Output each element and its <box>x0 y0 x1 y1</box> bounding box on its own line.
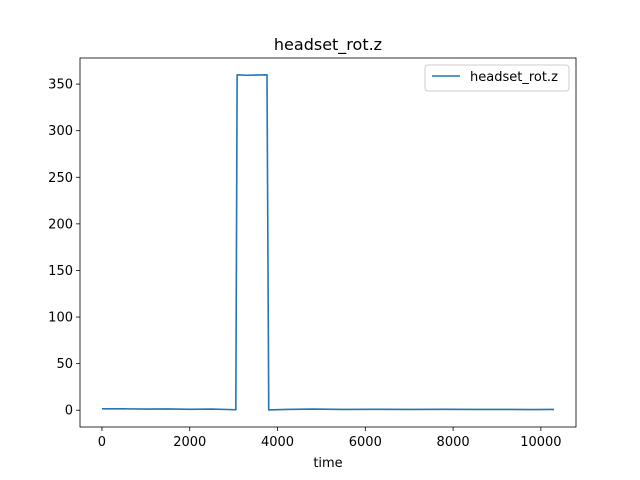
x-tick-label: 8000 <box>437 435 470 450</box>
y-tick-label: 100 <box>48 311 73 326</box>
x-axis-label: time <box>313 456 342 471</box>
x-tick-label: 10000 <box>520 435 561 450</box>
y-tick-label: 300 <box>48 124 73 139</box>
x-tick-label: 6000 <box>349 435 382 450</box>
legend-entry-label: headset_rot.z <box>470 70 558 85</box>
series-line-headset-rot-z <box>101 73 555 411</box>
y-tick-label: 150 <box>48 264 73 279</box>
legend-box <box>424 64 570 92</box>
chart-title: headset_rot.z <box>274 35 382 55</box>
y-axis: 0 50 100 150 200 250 300 350 <box>48 78 80 419</box>
y-tick-label: 200 <box>48 217 73 232</box>
plot-area <box>101 73 555 411</box>
y-tick-label: 250 <box>48 171 73 186</box>
x-tick-label: 4000 <box>261 435 294 450</box>
x-tick-label: 0 <box>98 435 106 450</box>
legend: headset_rot.z <box>424 64 570 92</box>
y-tick-label: 350 <box>48 78 73 93</box>
y-tick-label: 50 <box>56 357 73 372</box>
axes-frame <box>79 57 577 428</box>
x-tick-label: 2000 <box>173 435 206 450</box>
y-tick-label: 0 <box>65 404 73 419</box>
x-axis: 0 2000 4000 6000 8000 10000 <box>98 427 562 450</box>
